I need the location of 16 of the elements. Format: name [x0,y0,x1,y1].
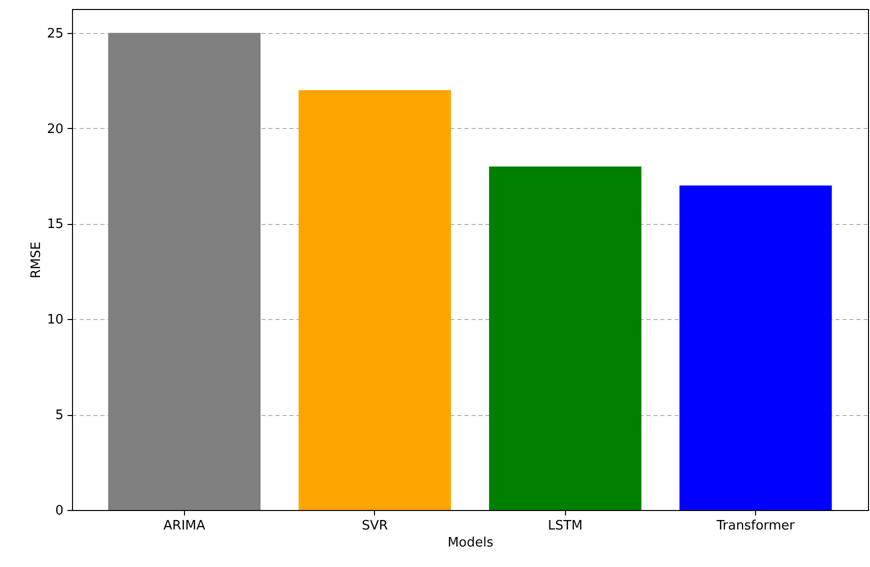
x-tick-label: SVR [362,518,388,534]
x-axis-title: Models [448,536,494,550]
x-tick-label: LSTM [548,518,583,534]
bar [489,166,642,510]
y-tick-label: 5 [55,408,64,424]
x-tick-label: ARIMA [163,518,206,534]
x-tick-label: Transformer [716,518,796,534]
y-tick-label: 15 [46,217,64,232]
y-tick-label: 10 [46,312,64,328]
y-tick-label: 0 [55,504,64,518]
y-tick-label: 20 [46,122,64,137]
bar [298,90,451,510]
y-axis-title: RMSE [28,242,44,278]
bar [108,32,261,510]
bar [679,186,832,510]
y-tick-label: 25 [46,26,64,42]
